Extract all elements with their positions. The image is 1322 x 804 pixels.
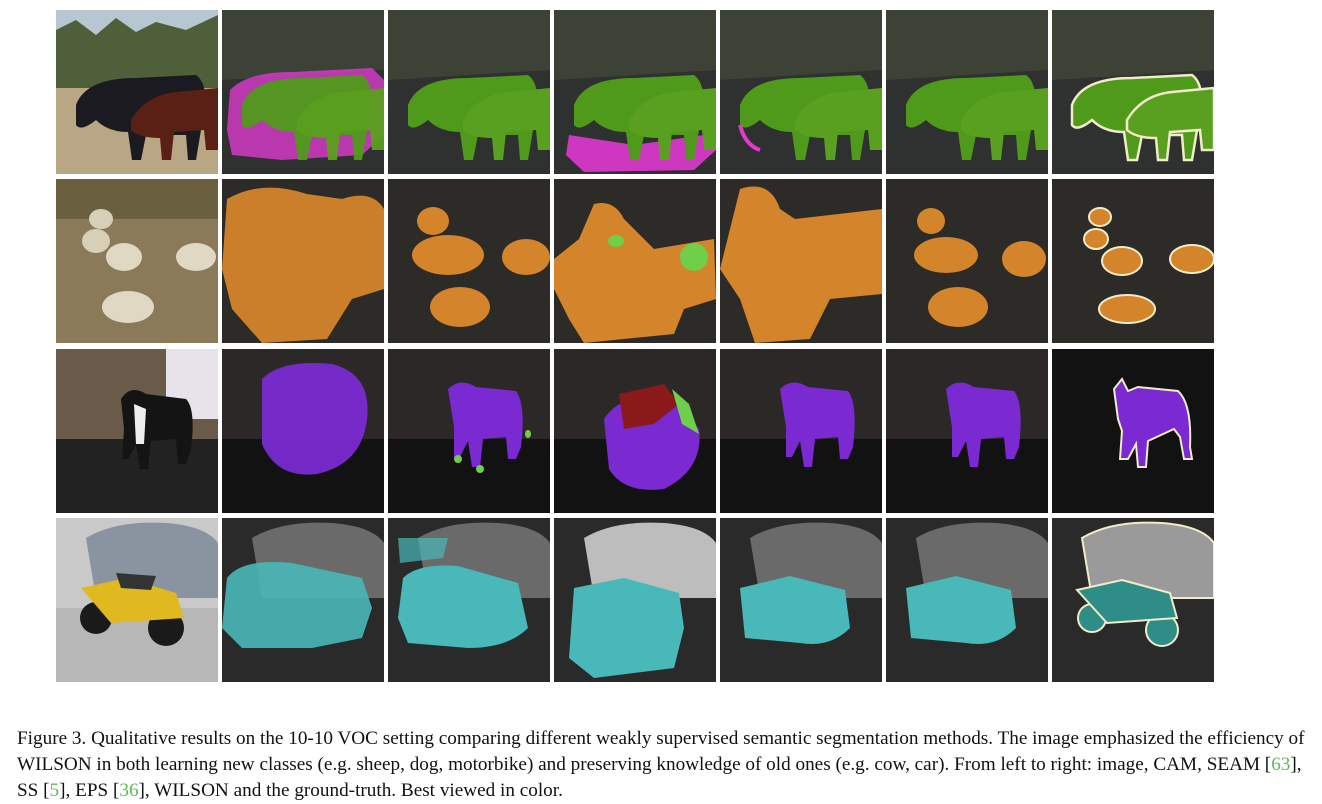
citation-eps[interactable]: 36 — [119, 780, 139, 802]
cow-seam — [388, 10, 550, 174]
sheep-image — [56, 179, 218, 343]
qualitative-results-grid — [56, 10, 1217, 682]
cow-eps — [720, 10, 882, 174]
figure-caption: Figure 3. Qualitative results on the 10-… — [17, 726, 1307, 804]
sheep-ss — [554, 179, 716, 343]
cow-ss — [554, 10, 716, 174]
motorbike-eps — [720, 518, 882, 682]
caption-text: Figure 3. Qualitative results on the 10-… — [17, 728, 1305, 776]
sheep-ground-truth — [1052, 179, 1214, 343]
caption-tail: ], WILSON and the ground-truth. Best vie… — [138, 780, 563, 802]
cow-wilson — [886, 10, 1048, 174]
dog-image — [56, 349, 218, 513]
citation-seam[interactable]: 63 — [1271, 754, 1291, 776]
motorbike-image — [56, 518, 218, 682]
motorbike-cam — [222, 518, 384, 682]
sheep-wilson — [886, 179, 1048, 343]
cow-image — [56, 10, 218, 174]
motorbike-ss — [554, 518, 716, 682]
cow-ground-truth — [1052, 10, 1214, 174]
sheep-cam — [222, 179, 384, 343]
motorbike-wilson — [886, 518, 1048, 682]
motorbike-seam — [388, 518, 550, 682]
dog-wilson — [886, 349, 1048, 513]
citation-ss[interactable]: 5 — [49, 780, 60, 802]
sheep-eps — [720, 179, 882, 343]
caption-sep-2: ], EPS [ — [59, 780, 120, 802]
dog-seam — [388, 349, 550, 513]
cow-cam — [222, 10, 384, 174]
dog-ss — [554, 349, 716, 513]
dog-ground-truth — [1052, 349, 1214, 513]
dog-eps — [720, 349, 882, 513]
dog-cam — [222, 349, 384, 513]
motorbike-ground-truth — [1052, 518, 1214, 682]
sheep-seam — [388, 179, 550, 343]
